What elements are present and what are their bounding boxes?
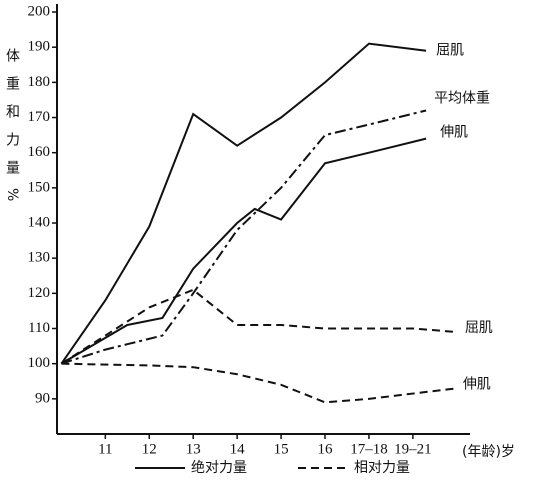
x-axis-label: (年龄)岁 — [462, 444, 515, 460]
x-tick-label: 19–21 — [394, 441, 432, 457]
x-tick-label: 14 — [230, 441, 246, 457]
y-tick-label: 140 — [28, 214, 51, 230]
series-label: 伸肌 — [463, 376, 491, 392]
x-tick-label: 16 — [318, 441, 334, 457]
x-tick-label: 15 — [274, 441, 289, 457]
y-axis-label: 体重和力量% — [4, 48, 20, 215]
y-tick-label: 160 — [28, 144, 51, 160]
x-tick-label: 11 — [98, 441, 112, 457]
series-label: 屈肌 — [436, 43, 464, 59]
series-label: 平均体重 — [434, 90, 490, 106]
x-tick-label: 17–18 — [350, 441, 388, 457]
y-tick-label: 120 — [28, 285, 51, 301]
line — [60, 42, 427, 365]
legend-label: 相对力量 — [354, 460, 410, 476]
y-tick-label: 170 — [28, 109, 51, 125]
x-tick-label: 13 — [186, 441, 201, 457]
y-tick-label: 110 — [28, 320, 50, 336]
y-tick-label: 200 — [28, 3, 51, 19]
line — [60, 137, 427, 365]
y-tick-label: 180 — [28, 74, 51, 90]
series-label: 伸肌 — [440, 125, 468, 141]
x-tick-label: 12 — [142, 441, 157, 457]
y-tick-label: 150 — [28, 179, 51, 195]
line — [61, 362, 457, 404]
line — [60, 288, 457, 365]
y-tick-label: 100 — [28, 355, 51, 371]
y-tick-label: 130 — [28, 250, 51, 266]
y-tick-label: 190 — [28, 39, 51, 55]
y-tick-label: 90 — [35, 390, 50, 406]
legend-label: 绝对力量 — [191, 460, 247, 476]
series-label: 屈肌 — [465, 320, 493, 336]
